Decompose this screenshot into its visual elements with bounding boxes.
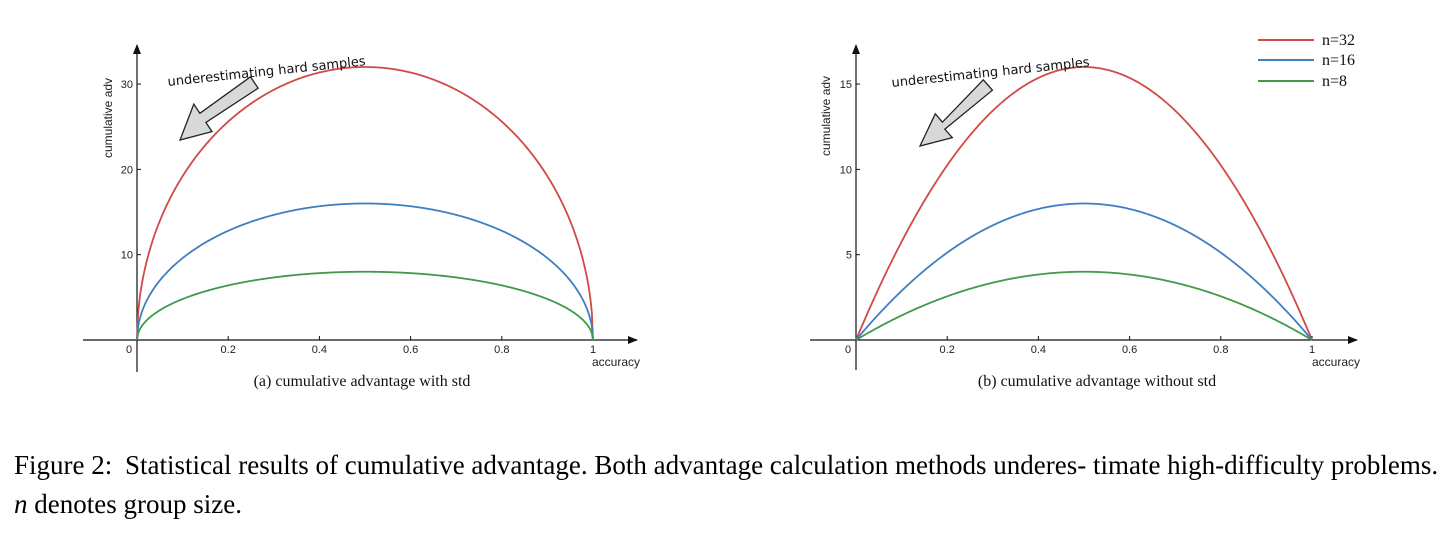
legend-item-n8: n=8 — [1258, 73, 1347, 90]
series-line-n8 — [855, 270, 1313, 341]
legend: n=32 n=16 n=8 — [1258, 32, 1355, 90]
series-lines — [855, 66, 1313, 341]
series-line-n32 — [855, 66, 1313, 341]
legend-item-n16: n=16 — [1258, 52, 1355, 69]
x-ticks: 0 0.2 0.4 0.6 0.8 1 — [126, 336, 596, 356]
y-ticks: 5 10 15 — [840, 79, 860, 262]
legend-label: n=16 — [1322, 52, 1355, 69]
figure-caption: Figure 2: Statistical results of cumulat… — [14, 446, 1439, 524]
chart-without-std: 0 0.2 0.4 0.6 0.8 1 5 10 15 accuracy cumulative… — [810, 32, 1360, 390]
series-line-n16 — [855, 202, 1313, 341]
x-tick-label: 0.8 — [1213, 344, 1228, 356]
y-tick-label: 30 — [121, 79, 133, 91]
x-axis-label: accuracy — [1312, 355, 1360, 369]
annotation-arrow-icon — [178, 75, 260, 141]
x-tick-label: 0.4 — [1031, 344, 1046, 356]
y-axis-label: cumulative adv — [101, 78, 115, 158]
subcaption-b: (b) cumulative advantage without std — [978, 373, 1216, 390]
x-tick-label: 0.6 — [1122, 344, 1137, 356]
y-tick-label: 15 — [840, 79, 852, 91]
series-lines — [136, 66, 594, 341]
y-axis-label: cumulative adv — [819, 76, 833, 156]
series-line-n16 — [136, 202, 594, 341]
x-ticks: 0 0.2 0.4 0.6 0.8 1 — [845, 336, 1315, 356]
x-tick-label: 0.2 — [940, 344, 955, 356]
caption-n-symbol: n — [14, 489, 28, 519]
x-tick-label: 0.8 — [494, 344, 509, 356]
x-tick-label: 0.4 — [312, 344, 327, 356]
annotation-text: underestimating hard samples — [891, 55, 1091, 91]
y-tick-label: 20 — [121, 164, 133, 176]
annotation-text: underestimating hard samples — [167, 54, 367, 90]
x-tick-label: 0 — [126, 344, 132, 356]
y-ticks: 10 20 30 — [121, 79, 141, 262]
legend-label: n=32 — [1322, 32, 1355, 49]
x-tick-label: 1 — [590, 344, 596, 356]
x-tick-label: 0.2 — [221, 344, 236, 356]
caption-label: Figure 2: — [14, 450, 113, 480]
y-tick-label: 10 — [840, 164, 852, 176]
caption-text-end: denotes group size. — [34, 489, 242, 519]
legend-label: n=8 — [1322, 73, 1347, 90]
x-tick-label: 0 — [845, 344, 851, 356]
subcaption-a: (a) cumulative advantage with std — [254, 373, 471, 390]
series-line-n8 — [136, 270, 594, 341]
annotation-arrow-icon — [918, 78, 994, 147]
chart-with-std: 0 0.2 0.4 0.6 0.8 1 10 20 30 accuracy cumulativ… — [83, 44, 640, 390]
x-tick-label: 0.6 — [403, 344, 418, 356]
x-tick-label: 1 — [1309, 344, 1315, 356]
legend-item-n32: n=32 — [1258, 32, 1355, 49]
caption-text: Statistical results of cumulative advant… — [125, 450, 1439, 480]
y-tick-label: 10 — [121, 250, 133, 262]
y-tick-label: 5 — [846, 250, 852, 262]
series-line-n32 — [136, 66, 594, 341]
x-axis-label: accuracy — [592, 355, 640, 369]
